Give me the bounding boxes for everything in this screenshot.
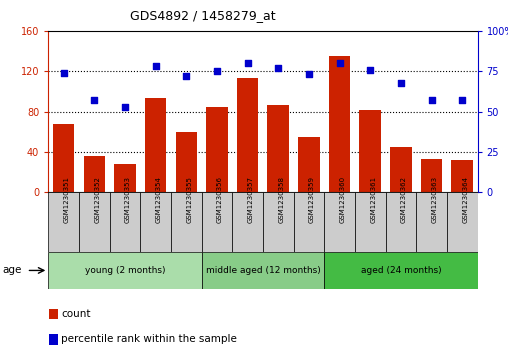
Point xyxy=(213,68,221,74)
Bar xyxy=(360,110,381,192)
Bar xyxy=(202,252,324,289)
Bar xyxy=(416,192,447,252)
Text: GSM1230360: GSM1230360 xyxy=(339,176,345,223)
Bar xyxy=(263,192,294,252)
Bar xyxy=(232,192,263,252)
Bar xyxy=(298,137,320,192)
Point xyxy=(121,104,129,110)
Point xyxy=(274,65,282,71)
Bar xyxy=(237,78,258,192)
Bar xyxy=(355,192,386,252)
Text: GSM1230363: GSM1230363 xyxy=(431,176,437,223)
Bar xyxy=(390,147,411,192)
Text: GSM1230355: GSM1230355 xyxy=(186,176,192,223)
Text: GSM1230357: GSM1230357 xyxy=(247,176,253,223)
Bar xyxy=(206,107,228,192)
Bar xyxy=(324,192,355,252)
Text: GSM1230362: GSM1230362 xyxy=(401,176,407,223)
Bar xyxy=(452,160,473,192)
Text: GSM1230359: GSM1230359 xyxy=(309,176,315,223)
Point xyxy=(305,72,313,77)
Point xyxy=(151,64,160,69)
Bar xyxy=(79,192,110,252)
Bar xyxy=(110,192,140,252)
Bar xyxy=(140,192,171,252)
Bar xyxy=(421,159,442,192)
Text: young (2 months): young (2 months) xyxy=(85,266,165,275)
Text: GSM1230352: GSM1230352 xyxy=(94,176,100,223)
Text: GSM1230356: GSM1230356 xyxy=(217,176,223,223)
Text: age: age xyxy=(3,265,22,276)
Text: GSM1230358: GSM1230358 xyxy=(278,176,284,223)
Text: aged (24 months): aged (24 months) xyxy=(361,266,441,275)
Point xyxy=(243,60,251,66)
Point xyxy=(366,67,374,73)
Point xyxy=(335,60,343,66)
Bar xyxy=(48,252,202,289)
Point xyxy=(90,97,99,103)
Point xyxy=(458,97,466,103)
Text: GSM1230364: GSM1230364 xyxy=(462,176,468,223)
Bar xyxy=(114,164,136,192)
Text: GSM1230351: GSM1230351 xyxy=(64,176,70,223)
Bar xyxy=(268,105,289,192)
Bar xyxy=(324,252,478,289)
Bar xyxy=(49,309,58,319)
Text: middle aged (12 months): middle aged (12 months) xyxy=(206,266,320,275)
Point xyxy=(427,97,435,103)
Bar xyxy=(53,124,74,192)
Point xyxy=(182,73,190,79)
Bar xyxy=(48,192,79,252)
Bar xyxy=(175,132,197,192)
Bar xyxy=(49,334,58,344)
Text: percentile rank within the sample: percentile rank within the sample xyxy=(61,334,237,344)
Bar xyxy=(202,192,232,252)
Text: GDS4892 / 1458279_at: GDS4892 / 1458279_at xyxy=(131,9,276,22)
Point xyxy=(397,79,405,85)
Bar xyxy=(171,192,202,252)
Bar xyxy=(386,192,416,252)
Text: count: count xyxy=(61,309,90,319)
Bar xyxy=(329,56,351,192)
Text: GSM1230361: GSM1230361 xyxy=(370,176,376,223)
Text: GSM1230354: GSM1230354 xyxy=(155,176,162,223)
Text: GSM1230353: GSM1230353 xyxy=(125,176,131,223)
Point xyxy=(59,70,68,76)
Bar xyxy=(294,192,324,252)
Bar xyxy=(447,192,478,252)
Bar xyxy=(83,156,105,192)
Bar xyxy=(145,98,166,192)
